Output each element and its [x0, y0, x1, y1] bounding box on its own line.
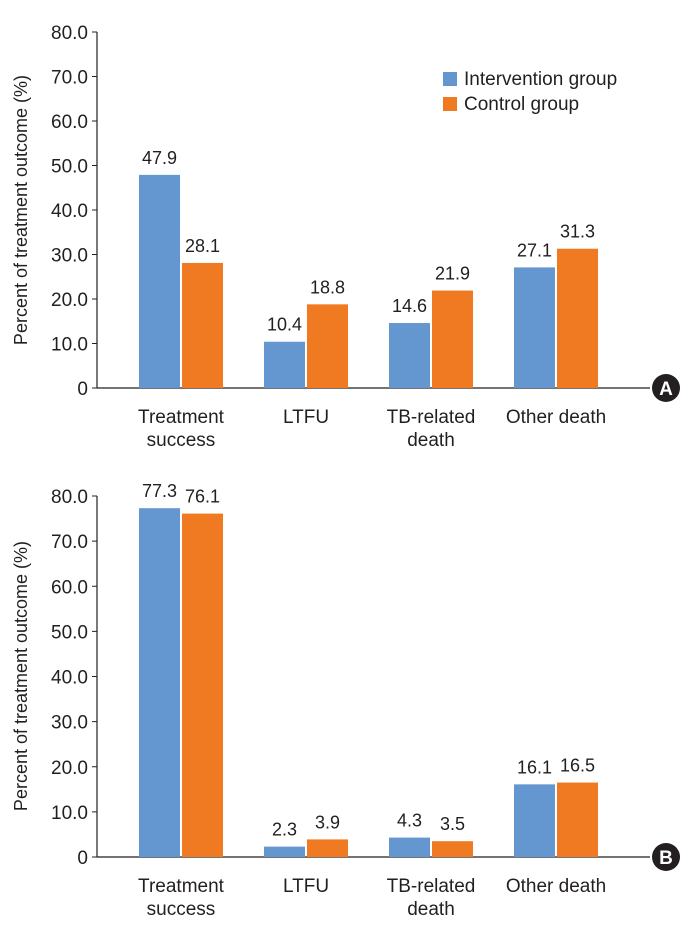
- badge-circle: [652, 374, 680, 402]
- bar-intervention: [139, 508, 180, 857]
- data-label: 4.3: [397, 811, 422, 831]
- data-label: 27.1: [517, 240, 552, 260]
- y-tick-label: 10.0: [51, 335, 88, 356]
- legend-swatch: [443, 97, 457, 111]
- bar-intervention: [389, 837, 430, 857]
- bar-control: [557, 248, 598, 388]
- x-tick-label: death: [407, 430, 455, 451]
- data-label: 16.5: [560, 756, 595, 776]
- data-label: 77.3: [142, 481, 177, 501]
- y-tick-label: 40.0: [51, 668, 88, 689]
- y-tick-label: 20.0: [51, 758, 88, 779]
- chart-panel-a: 0 10.0 20.0 30.0 40.0 50.0 60.0 70.0 80.0 Percent…: [11, 23, 680, 451]
- legend-label: Intervention group: [464, 69, 617, 90]
- bar-intervention: [389, 323, 430, 388]
- y-tick-label: 60.0: [51, 577, 88, 598]
- y-tick-label: 30.0: [51, 713, 88, 734]
- data-label: 10.4: [267, 315, 302, 335]
- y-tick-label: 20.0: [51, 290, 88, 311]
- x-tick-label: Other death: [506, 876, 606, 897]
- data-label: 31.3: [560, 222, 595, 242]
- bar-intervention: [264, 341, 305, 388]
- x-tick-label: Treatment: [138, 407, 225, 428]
- badge-letter: A: [659, 379, 673, 400]
- data-label: 18.8: [310, 277, 345, 297]
- x-tick-label: success: [147, 430, 216, 451]
- panel-badge-b: B: [652, 843, 680, 871]
- bar-intervention: [514, 784, 555, 857]
- bar-control: [432, 841, 473, 857]
- y-axis-label: Percent of treatment outcome (%): [11, 75, 31, 345]
- data-label: 3.9: [315, 812, 340, 832]
- y-tick-label: 40.0: [51, 201, 88, 222]
- legend-label: Control group: [464, 94, 579, 115]
- bar-control: [557, 782, 598, 857]
- data-label: 28.1: [185, 236, 220, 256]
- x-tick-label: death: [407, 899, 455, 920]
- y-axis-label: Percent of treatment outcome (%): [11, 541, 31, 811]
- bar-control: [432, 290, 473, 388]
- data-label: 21.9: [435, 264, 470, 284]
- y-tick-label: 80.0: [51, 23, 88, 44]
- y-tick-label: 60.0: [51, 112, 88, 133]
- panel-badge-a: A: [652, 374, 680, 402]
- bar-intervention: [514, 267, 555, 388]
- bar-control: [307, 304, 348, 388]
- data-label: 16.1: [517, 757, 552, 777]
- y-tick-label: 70.0: [51, 68, 88, 89]
- y-tick-label: 0: [77, 848, 88, 869]
- y-tick-label: 50.0: [51, 157, 88, 178]
- bar-intervention: [139, 174, 180, 388]
- x-tick-label: TB-related: [387, 876, 476, 897]
- legend: Intervention group Control group: [443, 69, 617, 115]
- x-tick-label: LTFU: [283, 876, 329, 897]
- badge-circle: [652, 843, 680, 871]
- x-tick-label: success: [147, 899, 216, 920]
- x-tick-label: LTFU: [283, 407, 329, 428]
- x-tick-label: Treatment: [138, 876, 225, 897]
- data-label: 2.3: [272, 820, 297, 840]
- y-tick-label: 30.0: [51, 246, 88, 267]
- data-label: 47.9: [142, 148, 177, 168]
- bar-control: [307, 839, 348, 857]
- bar-control: [182, 262, 223, 388]
- data-label: 3.5: [440, 814, 465, 834]
- y-tick-label: 50.0: [51, 622, 88, 643]
- y-tick-label: 0: [77, 379, 88, 400]
- y-tick-label: 70.0: [51, 532, 88, 553]
- y-tick-label: 80.0: [51, 487, 88, 508]
- x-tick-label: TB-related: [387, 407, 476, 428]
- badge-letter: B: [659, 848, 673, 869]
- bar-intervention: [264, 846, 305, 857]
- data-label: 14.6: [392, 296, 427, 316]
- y-tick-label: 10.0: [51, 803, 88, 824]
- legend-swatch: [443, 72, 457, 86]
- data-label: 76.1: [185, 487, 220, 507]
- chart-panel-b: 0 10.0 20.0 30.0 40.0 50.0 60.0 70.0 80.0 Percent…: [11, 481, 680, 920]
- x-tick-label: Other death: [506, 407, 606, 428]
- bar-control: [182, 513, 223, 857]
